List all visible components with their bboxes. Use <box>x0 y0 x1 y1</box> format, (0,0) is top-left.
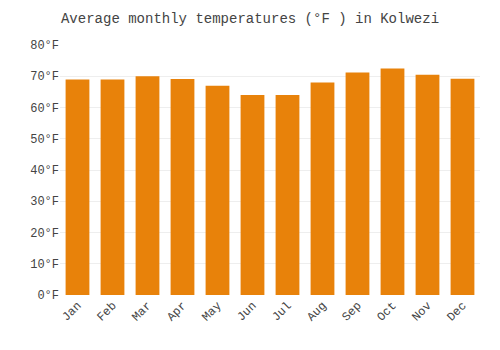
svg-text:Sep: Sep <box>339 299 364 324</box>
svg-text:Nov: Nov <box>409 299 434 324</box>
svg-text:0°F: 0°F <box>37 289 59 303</box>
svg-text:Average monthly temperatures (: Average monthly temperatures (°F ) in Ko… <box>61 11 439 27</box>
svg-text:Aug: Aug <box>304 299 329 324</box>
svg-text:Oct: Oct <box>374 299 399 324</box>
svg-text:70°F: 70°F <box>30 70 59 84</box>
svg-text:20°F: 20°F <box>30 227 59 241</box>
svg-text:40°F: 40°F <box>30 164 59 178</box>
svg-text:10°F: 10°F <box>30 258 59 272</box>
svg-text:50°F: 50°F <box>30 133 59 147</box>
svg-text:30°F: 30°F <box>30 195 59 209</box>
svg-text:May: May <box>199 299 224 324</box>
svg-text:60°F: 60°F <box>30 102 59 116</box>
svg-text:Feb: Feb <box>94 299 119 324</box>
svg-text:Jul: Jul <box>269 299 294 324</box>
svg-text:Mar: Mar <box>129 299 154 324</box>
svg-text:Dec: Dec <box>444 299 469 324</box>
svg-text:Jan: Jan <box>59 299 84 324</box>
svg-text:80°F: 80°F <box>30 39 59 53</box>
svg-text:Jun: Jun <box>234 299 259 324</box>
svg-text:Apr: Apr <box>164 299 189 324</box>
